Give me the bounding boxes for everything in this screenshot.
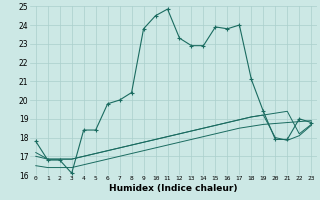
X-axis label: Humidex (Indice chaleur): Humidex (Indice chaleur) [109,184,238,193]
